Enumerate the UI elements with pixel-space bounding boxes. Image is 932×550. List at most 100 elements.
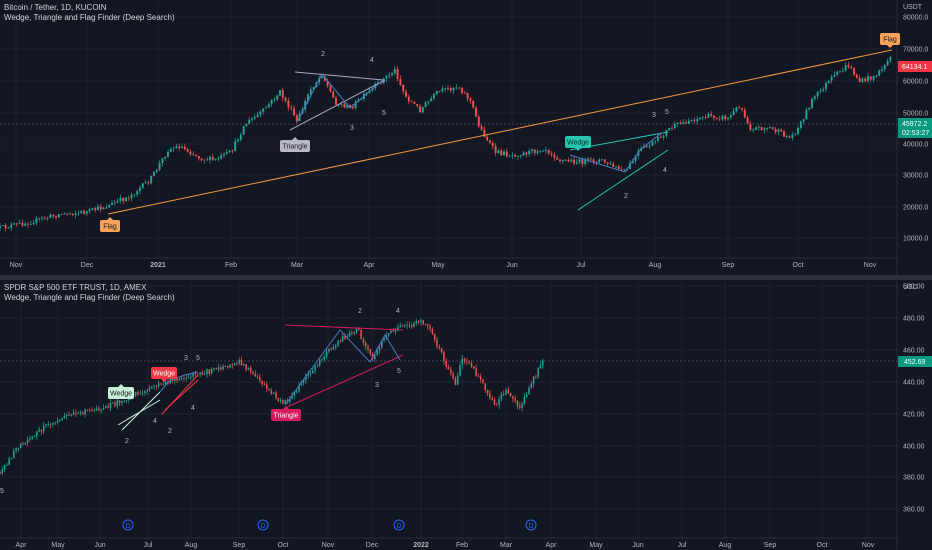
btc-chart-pane[interactable]: Bitcoin / Tether, 1D, KUCOIN Wedge, Tria… <box>0 0 932 275</box>
candle-body <box>455 87 458 89</box>
candle-body <box>195 154 197 156</box>
candle-body <box>222 366 224 370</box>
candle-body <box>592 159 595 163</box>
pivot-number: 3 <box>184 355 188 362</box>
candle-body <box>822 89 825 91</box>
pivot-number: 4 <box>370 57 374 64</box>
candle-body <box>7 227 10 229</box>
candle-body <box>797 127 799 134</box>
candle-body <box>573 159 575 164</box>
wedge2-label-pointer <box>161 379 167 382</box>
candle-body <box>69 213 71 215</box>
candle-body <box>794 133 797 135</box>
candle-body <box>13 223 15 225</box>
candle-body <box>186 149 189 152</box>
btc-chart-svg[interactable]: 10000.0 20000.0 30000.0 40000.0 50000.0 60000… <box>0 0 932 275</box>
spy-chart-pane[interactable]: SPDR S&P 500 ETF TRUST, 1D, AMEX Wedge, … <box>0 280 932 550</box>
crosshair-price-text: 45972.2 <box>902 121 927 128</box>
candle-body <box>190 376 192 378</box>
x-tick-label: Nov <box>10 262 23 269</box>
candle-body <box>377 82 379 84</box>
candle-body <box>514 398 516 401</box>
candle-body <box>475 107 477 117</box>
candle-body <box>777 129 780 133</box>
candle-body <box>427 101 430 103</box>
candle-body <box>673 123 676 129</box>
candle-body <box>289 398 291 402</box>
candle-body <box>690 119 693 121</box>
candle-body <box>461 88 463 93</box>
candle-body <box>300 382 303 385</box>
pivot-number: 5 <box>0 488 4 495</box>
x-tick-label: Aug <box>649 262 662 269</box>
y-tick-label: 80000.0 <box>903 15 928 22</box>
candle-body <box>10 458 13 459</box>
candle-body <box>440 347 443 352</box>
candle-body <box>217 158 220 160</box>
candle-body <box>564 159 567 161</box>
wedge1-label-pointer <box>118 384 124 387</box>
candle-body <box>391 73 393 76</box>
candle-body <box>844 65 847 71</box>
candle-body <box>181 146 183 149</box>
candle-body <box>60 214 63 215</box>
candle-body <box>65 415 68 417</box>
candle-body <box>539 365 542 369</box>
candle-body <box>343 103 346 108</box>
candle-body <box>224 366 227 367</box>
candle-body <box>367 346 369 350</box>
candle-body <box>268 388 270 391</box>
candle-body <box>612 163 615 167</box>
candle-body <box>47 423 50 425</box>
candle-body <box>516 400 519 407</box>
last-price-text: 64134.1 <box>902 64 927 71</box>
x-tick-label: Sep <box>722 262 735 269</box>
candle-body <box>645 146 648 147</box>
candle-body <box>463 92 466 94</box>
candle-body <box>556 157 559 160</box>
candle-body <box>56 420 59 423</box>
candle-body <box>413 323 415 327</box>
candle-body <box>696 119 699 122</box>
candle-body <box>416 103 419 107</box>
candle-body <box>59 419 61 421</box>
candle-body <box>82 412 84 415</box>
candle-body <box>523 396 526 404</box>
triangle2-label-pointer <box>283 406 289 409</box>
candle-body <box>133 194 136 196</box>
candle-body <box>262 108 265 112</box>
candle-body <box>105 406 107 408</box>
candle-body <box>402 84 405 92</box>
candle-body <box>312 87 315 90</box>
x-tick-label: Sep <box>233 542 246 549</box>
x-tick-label: Apr <box>364 262 376 269</box>
candle-body <box>337 340 339 346</box>
candle-body <box>75 412 77 414</box>
candle-body <box>323 76 326 81</box>
candle-body <box>348 332 351 337</box>
candle-body <box>494 146 497 153</box>
candle-body <box>833 74 836 77</box>
candle-body <box>500 150 503 156</box>
candle-body <box>749 123 752 131</box>
dividend-marker-text: D <box>396 523 401 530</box>
pivot-number: 5 <box>397 368 401 375</box>
pane-divider[interactable] <box>0 275 932 280</box>
candle-body <box>390 330 392 334</box>
candle-body <box>231 364 234 366</box>
btc-legend: Bitcoin / Tether, 1D, KUCOIN Wedge, Tria… <box>4 3 175 23</box>
candle-body <box>431 328 434 334</box>
y-tick-label: 10000.0 <box>903 236 928 243</box>
candle-body <box>340 103 343 105</box>
x-tick-label: Aug <box>185 542 198 549</box>
candle-body <box>785 136 788 138</box>
candle-body <box>229 364 231 368</box>
spy-chart-svg[interactable]: 360.00 380.00 400.00 420.00 440.00 460.00 480.… <box>0 280 932 550</box>
candle-body <box>119 197 122 201</box>
candle-body <box>328 348 330 352</box>
candle-body <box>830 76 833 81</box>
candle-body <box>587 158 589 160</box>
candle-body <box>29 224 32 225</box>
candle-body <box>393 68 396 74</box>
pivot-number: 2 <box>168 428 172 435</box>
